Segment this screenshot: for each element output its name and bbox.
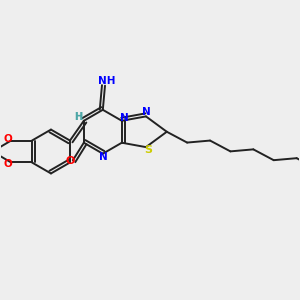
Text: O: O	[3, 159, 12, 169]
Text: N: N	[99, 152, 108, 162]
Text: H: H	[74, 112, 83, 122]
Text: H: H	[74, 112, 83, 122]
Text: O: O	[3, 134, 12, 144]
Text: N: N	[142, 107, 150, 117]
Text: NH: NH	[98, 76, 115, 86]
Text: O: O	[65, 156, 74, 166]
Text: S: S	[144, 145, 152, 155]
Text: N: N	[121, 113, 129, 123]
